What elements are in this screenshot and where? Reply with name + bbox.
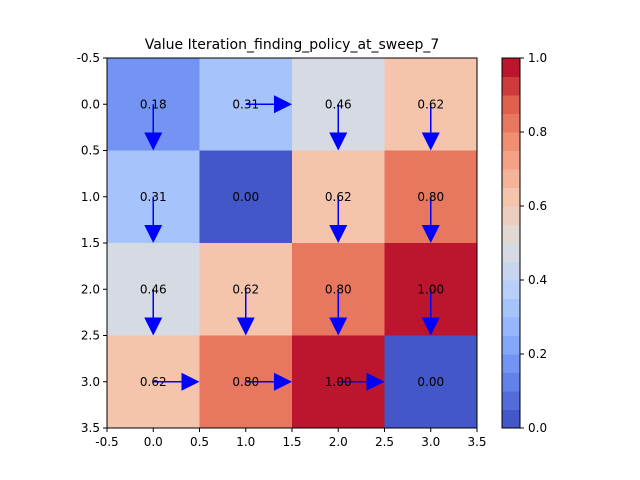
cell-value-label: 0.31 [232, 97, 259, 111]
policy-arrow-down [329, 196, 348, 243]
x-tick-label: 2.5 [375, 435, 394, 449]
heatmap-cell [384, 335, 477, 428]
colorbar-band [502, 206, 520, 225]
x-tick-label: 3.5 [467, 435, 486, 449]
policy-arrow-down [236, 289, 255, 336]
chart-title: Value Iteration_finding_policy_at_sweep_… [145, 37, 440, 53]
policy-arrow-down [421, 196, 440, 243]
cell-value-label: 0.80 [417, 190, 444, 204]
cell-value-label: 0.46 [140, 282, 167, 296]
cell-value-label: 0.62 [140, 375, 167, 389]
cell-value-label: 0.62 [232, 282, 259, 296]
y-axis: -0.5 0.0 0.5 1.0 1.5 2.0 2.5 3.0 3.5 [77, 51, 107, 435]
colorbar-tick-label: 0.0 [528, 421, 547, 435]
x-tick-label: -0.5 [95, 435, 118, 449]
cell-value-label: 0.31 [140, 190, 167, 204]
colorbar-band [502, 132, 520, 151]
cell-value-label: 0.00 [417, 375, 444, 389]
colorbar-band [502, 169, 520, 188]
x-tick-label: 1.5 [282, 435, 301, 449]
y-tick-label: 0.5 [81, 144, 100, 158]
cell-value-label: 0.62 [325, 190, 352, 204]
colorbar-band [502, 409, 520, 429]
colorbar-band [502, 280, 520, 299]
colorbar-band [502, 372, 520, 392]
colorbar-band [502, 187, 520, 207]
x-tick-label: 0.0 [144, 435, 163, 449]
x-tick-label: 0.5 [190, 435, 209, 449]
policy-arrow-down [144, 289, 163, 336]
colorbar-band [502, 354, 520, 373]
colorbar-band [502, 243, 520, 262]
colorbar-band [502, 95, 520, 114]
colorbar-tick-label: 1.0 [528, 51, 547, 65]
policy-arrows [144, 95, 440, 391]
cell-value-labels: 0.18 0.31 0.46 0.62 0.31 0.00 0.62 0.80 0.46 0.62… [140, 97, 444, 389]
cell-value-label: 1.00 [325, 375, 352, 389]
cell-value-label: 0.80 [232, 375, 259, 389]
colorbar: 0.0 0.2 0.4 0.6 0.8 1.0 [501, 51, 547, 435]
x-axis: -0.5 0.0 0.5 1.0 1.5 2.0 2.5 3.0 3.5 [95, 428, 487, 449]
x-tick-label: 1.0 [236, 435, 255, 449]
colorbar-band [502, 391, 520, 410]
policy-arrow-down [421, 289, 440, 336]
colorbar-tick-label: 0.6 [528, 199, 547, 213]
policy-arrow-down [144, 104, 163, 151]
colorbar-tick-label: 0.4 [528, 273, 547, 287]
colorbar-frame [501, 57, 521, 429]
policy-arrow-down [329, 104, 348, 151]
cell-value-label: 0.00 [232, 190, 259, 204]
colorbar-tick-label: 0.2 [528, 347, 547, 361]
colorbar-band [502, 261, 520, 281]
cell-value-label: 1.00 [417, 282, 444, 296]
policy-arrow-down [421, 104, 440, 151]
colorbar-band [502, 150, 520, 170]
cell-value-label: 0.62 [417, 97, 444, 111]
policy-arrow-right [338, 372, 385, 391]
colorbar-band [502, 335, 520, 355]
colorbar-tick-label: 0.8 [528, 125, 547, 139]
cell-value-label: 0.80 [325, 282, 352, 296]
cell-value-label: 0.18 [140, 97, 167, 111]
colorbar-band [502, 224, 520, 244]
heatmap-cell [199, 150, 292, 243]
y-tick-label: 3.5 [81, 421, 100, 435]
x-tick-label: 3.0 [421, 435, 440, 449]
cell-value-label: 0.46 [325, 97, 352, 111]
colorbar-band [502, 76, 520, 96]
heatmap-cells [107, 58, 477, 428]
y-tick-label: 1.0 [81, 190, 100, 204]
colorbar-band [502, 298, 520, 318]
policy-arrow-down [144, 196, 163, 243]
y-tick-label: 0.0 [81, 97, 100, 111]
y-tick-label: 2.5 [81, 329, 100, 343]
policy-arrow-right [245, 372, 292, 391]
policy-arrow-right [245, 95, 292, 114]
colorbar-band [502, 58, 520, 77]
colorbar-band [502, 317, 520, 336]
policy-arrow-down [329, 289, 348, 336]
y-tick-label: 1.5 [81, 236, 100, 250]
colorbar-band [502, 113, 520, 133]
y-tick-label: 2.0 [81, 282, 100, 296]
y-tick-label: -0.5 [77, 51, 100, 65]
policy-arrow-right [153, 372, 200, 391]
y-tick-label: 3.0 [81, 375, 100, 389]
x-tick-label: 2.0 [329, 435, 348, 449]
